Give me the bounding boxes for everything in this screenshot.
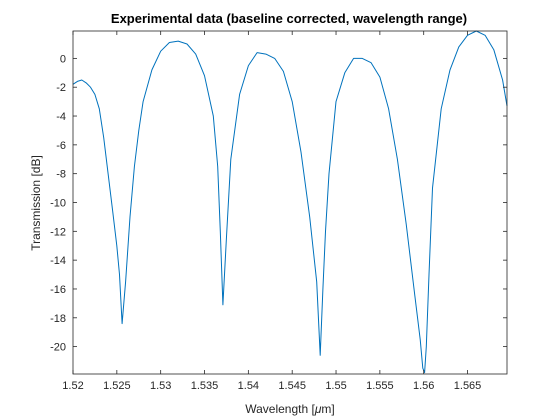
x-tick-label: 1.55: [325, 380, 346, 392]
series-layer: [72, 30, 508, 374]
y-tick-label: -16: [50, 284, 66, 296]
x-tick-label: 1.535: [191, 380, 219, 392]
series-line: [72, 30, 508, 374]
y-tick-label: -20: [50, 342, 66, 354]
plot-area: [73, 31, 507, 374]
y-tick-label: -10: [50, 198, 66, 210]
y-tick-label: -12: [50, 226, 66, 238]
tick-layer: 1.52 1.525 1.53 1.535 1.54 1.545 1.55 1.555 1.56…: [50, 31, 507, 392]
x-tick-label: 1.54: [238, 380, 259, 392]
x-axis-label-unit: m]: [321, 402, 334, 416]
x-tick-label: 1.525: [103, 380, 131, 392]
x-tick-label: 1.56: [413, 380, 434, 392]
x-tick-label: 1.545: [278, 380, 306, 392]
y-tick-label: -2: [56, 82, 66, 94]
y-tick-label: -18: [50, 313, 66, 325]
x-tick-label: 1.53: [150, 380, 171, 392]
y-axis-label: Transmission [dB]: [29, 155, 43, 251]
chart-title: Experimental data (baseline corrected, w…: [111, 11, 467, 26]
x-tick-label: 1.52: [62, 380, 83, 392]
y-tick-label: -4: [56, 111, 66, 123]
y-tick-label: -14: [50, 255, 66, 267]
y-tick-label: -8: [56, 169, 66, 181]
x-axis-label-symbol: μ: [314, 402, 322, 416]
axes-box: [72, 30, 508, 375]
x-tick-label: 1.555: [366, 380, 394, 392]
y-tick-label: -6: [56, 140, 66, 152]
y-tick-label: 0: [60, 53, 66, 65]
x-axis-label-text: Wavelength [: [245, 402, 315, 416]
x-axis-label: Wavelength [μm]: [245, 402, 335, 416]
x-tick-label: 1.565: [454, 380, 482, 392]
